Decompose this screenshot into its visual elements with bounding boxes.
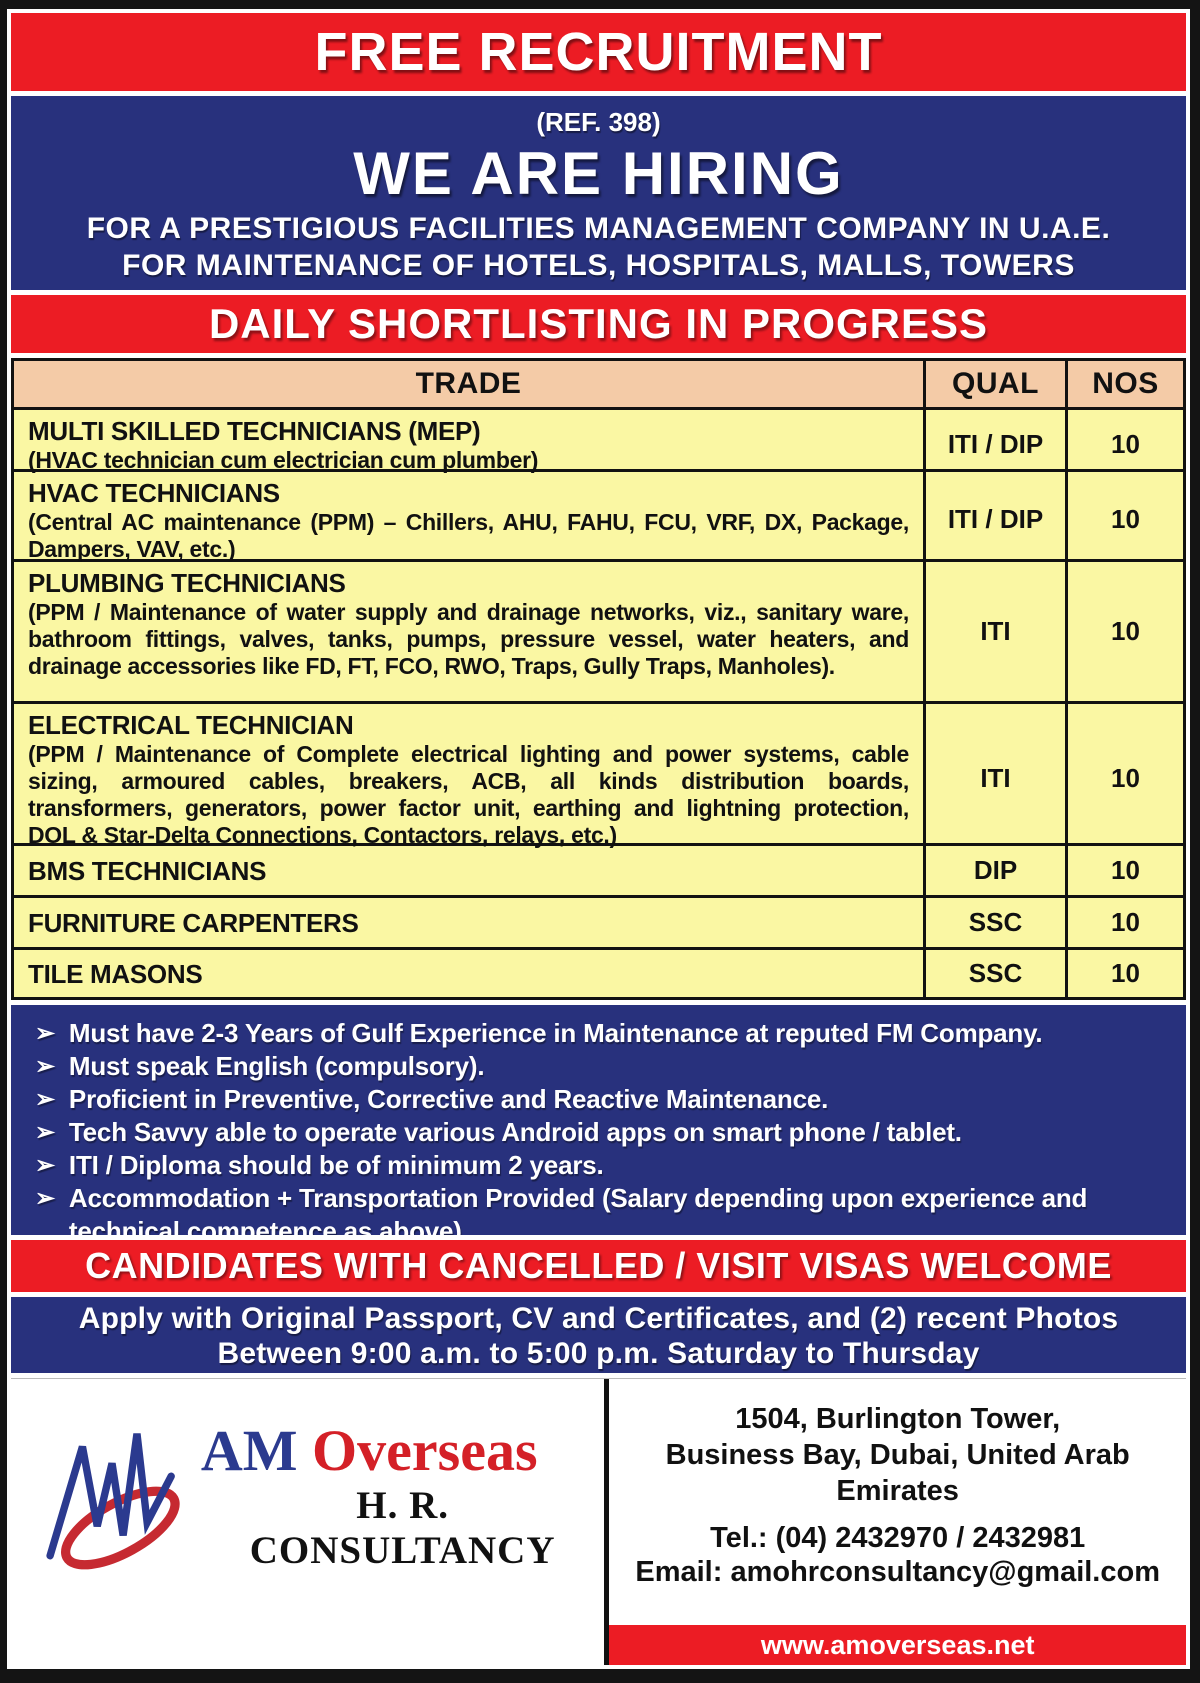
- footer-divider: [604, 1379, 610, 1665]
- apply-section: Apply with Original Passport, CV and Cer…: [11, 1297, 1186, 1373]
- requirement-item: ➢ Accommodation + Transportation Provide…: [35, 1182, 1168, 1235]
- website-bar: www.amoverseas.net: [609, 1625, 1186, 1665]
- trade-desc: (PPM / Maintenance of Complete electrica…: [28, 741, 909, 848]
- shortlisting-text: DAILY SHORTLISTING IN PROGRESS: [208, 300, 989, 347]
- phone-numbers: Tel.: (04) 2432970 / 2432981: [710, 1522, 1086, 1554]
- trade-title: PLUMBING TECHNICIANS: [28, 568, 346, 598]
- arrow-bullet-icon: ➢: [35, 1020, 55, 1047]
- requirement-text: Accommodation + Transportation Provided …: [68, 1183, 1088, 1235]
- requirement-item: ➢ ITI / Diploma should be of minimum 2 y…: [35, 1149, 1168, 1182]
- trade-title: BMS TECHNICIANS: [28, 856, 267, 886]
- requirement-item: ➢ Must speak English (compulsory).: [35, 1050, 1168, 1083]
- company-subtitle: H. R. CONSULTANCY: [249, 1484, 556, 1572]
- hiring-title: WE ARE HIRING: [353, 140, 844, 207]
- qual-value: ITI / DIP: [923, 472, 1065, 567]
- col-header-qual: QUAL: [923, 361, 1065, 407]
- am-overseas-logo-icon: [46, 1432, 180, 1569]
- requirement-item: ➢ Proficient in Preventive, Corrective a…: [35, 1083, 1168, 1116]
- requirement-text: Tech Savvy able to operate various Andro…: [68, 1117, 962, 1147]
- table-header-row: TRADE QUAL NOS: [14, 361, 1183, 407]
- trade-desc: (PPM / Maintenance of water supply and d…: [28, 599, 909, 679]
- requirement-item: ➢ Must have 2-3 Years of Gulf Experience…: [35, 1017, 1168, 1050]
- trade-title: HVAC TECHNICIANS: [28, 478, 280, 508]
- qual-value: ITI: [923, 562, 1065, 701]
- arrow-bullet-icon: ➢: [35, 1086, 55, 1113]
- nos-value: 10: [1065, 410, 1183, 478]
- reference-number: (REF. 398): [536, 107, 661, 137]
- trade-title: ELECTRICAL TECHNICIAN: [28, 710, 354, 740]
- trade-title: FURNITURE CARPENTERS: [28, 908, 359, 938]
- poster-inner: FREE RECRUITMENT (REF. 398) WE ARE HIRIN…: [7, 9, 1190, 1669]
- footer: AM Overseas H. R. CONSULTANCY 1504, Burl…: [11, 1378, 1186, 1665]
- qual-value: SSC: [923, 950, 1065, 997]
- hero-line-1: FOR A PRESTIGIOUS FACILITIES MANAGEMENT …: [86, 212, 1111, 245]
- arrow-bullet-icon: ➢: [35, 1119, 55, 1146]
- company-name: AM Overseas: [200, 1418, 538, 1483]
- table-row: ELECTRICAL TECHNICIAN (PPM / Maintenance…: [14, 701, 1183, 853]
- requirement-text: Proficient in Preventive, Corrective and…: [68, 1084, 829, 1114]
- logo-text: AM Overseas H. R. CONSULTANCY: [201, 1421, 604, 1573]
- table-row: MULTI SKILLED TECHNICIANS (MEP) (HVAC te…: [14, 407, 1183, 478]
- jobs-table: TRADE QUAL NOS MULTI SKILLED TECHNICIANS…: [11, 358, 1186, 1000]
- table-row: PLUMBING TECHNICIANS (PPM / Maintenance …: [14, 559, 1183, 701]
- poster-title: FREE RECRUITMENT: [314, 22, 883, 82]
- table-row: FURNITURE CARPENTERS SSC 10: [14, 895, 1183, 947]
- col-header-trade: TRADE: [415, 367, 522, 400]
- visas-banner: CANDIDATES WITH CANCELLED / VISIT VISAS …: [11, 1240, 1186, 1292]
- nos-value: 10: [1065, 704, 1183, 853]
- nos-value: 10: [1065, 846, 1183, 895]
- email-address: Email: amohrconsultancy@gmail.com: [635, 1556, 1160, 1588]
- arrow-bullet-icon: ➢: [35, 1053, 55, 1080]
- col-header-nos: NOS: [1065, 361, 1183, 407]
- qual-value: ITI: [923, 704, 1065, 853]
- table-row: BMS TECHNICIANS DIP 10: [14, 843, 1183, 895]
- requirement-text: Must speak English (compulsory).: [68, 1051, 485, 1081]
- address-line-1: 1504, Burlington Tower,: [735, 1403, 1061, 1435]
- requirement-text: Must have 2-3 Years of Gulf Experience i…: [68, 1018, 1043, 1048]
- trade-title: MULTI SKILLED TECHNICIANS (MEP): [28, 416, 481, 446]
- free-recruitment-banner: FREE RECRUITMENT: [11, 13, 1186, 91]
- requirement-text: ITI / Diploma should be of minimum 2 yea…: [68, 1150, 604, 1180]
- trade-desc: (HVAC technician cum electrician cum plu…: [28, 447, 539, 473]
- logo-cell: AM Overseas H. R. CONSULTANCY: [11, 1379, 604, 1665]
- nos-value: 10: [1065, 950, 1183, 997]
- trade-title: TILE MASONS: [28, 959, 203, 989]
- qual-value: ITI / DIP: [923, 410, 1065, 478]
- visas-text: CANDIDATES WITH CANCELLED / VISIT VISAS …: [85, 1245, 1112, 1286]
- apply-line-1: Apply with Original Passport, CV and Cer…: [78, 1302, 1119, 1335]
- nos-value: 10: [1065, 562, 1183, 701]
- arrow-bullet-icon: ➢: [35, 1185, 55, 1212]
- requirement-item: ➢ Tech Savvy able to operate various And…: [35, 1116, 1168, 1149]
- shortlisting-banner: DAILY SHORTLISTING IN PROGRESS: [11, 295, 1186, 353]
- hero-section: (REF. 398) WE ARE HIRING FOR A PRESTIGIO…: [11, 96, 1186, 290]
- requirements-section: ➢ Must have 2-3 Years of Gulf Experience…: [11, 1005, 1186, 1235]
- hero-line-2: FOR MAINTENANCE OF HOTELS, HOSPITALS, MA…: [122, 249, 1075, 282]
- address-line-2: Business Bay, Dubai, United Arab Emirate…: [665, 1439, 1130, 1507]
- qual-value: DIP: [923, 846, 1065, 895]
- table-row: HVAC TECHNICIANS (Central AC maintenance…: [14, 469, 1183, 567]
- table-row: TILE MASONS SSC 10: [14, 947, 1183, 997]
- trade-desc: (Central AC maintenance (PPM) – Chillers…: [28, 509, 909, 562]
- nos-value: 10: [1065, 898, 1183, 947]
- qual-value: SSC: [923, 898, 1065, 947]
- arrow-bullet-icon: ➢: [35, 1152, 55, 1179]
- nos-value: 10: [1065, 472, 1183, 567]
- apply-line-2: Between 9:00 a.m. to 5:00 p.m. Saturday …: [217, 1337, 980, 1370]
- website-url: www.amoverseas.net: [760, 1629, 1035, 1660]
- contact-cell: 1504, Burlington Tower, Business Bay, Du…: [609, 1379, 1186, 1665]
